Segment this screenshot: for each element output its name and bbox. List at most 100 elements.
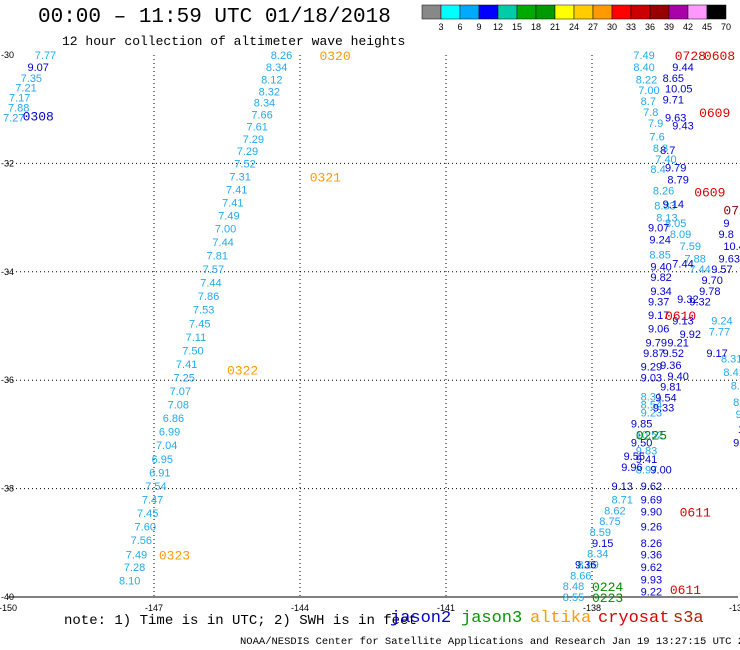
wave-height-label: 9.8 xyxy=(719,229,734,241)
color-scale-label: 27 xyxy=(587,22,599,32)
wave-height-label: 9.81 xyxy=(660,382,681,394)
wave-height-label: 7.54 xyxy=(145,481,166,493)
wave-height-label: 9.62 xyxy=(641,562,662,574)
units-note: note: 1) Time is in UTC; 2) SWH is in fe… xyxy=(64,613,417,629)
wave-height-label: 6.95 xyxy=(152,454,173,466)
wave-height-label: 9.55 xyxy=(624,451,645,463)
wave-height-label: 9.63 xyxy=(719,253,740,265)
wave-height-label: 7.44 xyxy=(689,264,710,276)
wave-height-label: 8.69 xyxy=(577,559,598,571)
wave-height-label: 7.56 xyxy=(131,535,152,547)
wave-height-label: 8.22 xyxy=(636,74,657,86)
y-tick-label: -38 xyxy=(1,484,14,494)
wave-height-label: 9.17 xyxy=(648,310,669,322)
wave-height-label: 8.55 xyxy=(563,592,584,604)
wave-height-label: 7.35 xyxy=(21,73,42,85)
wave-height-label: 8.71 xyxy=(611,494,632,506)
wave-height-label: 7.53 xyxy=(193,305,214,317)
wave-height-label: 7.44 xyxy=(200,278,221,290)
wave-height-label: 7.41 xyxy=(222,197,243,209)
wave-height-label: 9.26 xyxy=(641,522,662,534)
wave-height-label: 9.13 xyxy=(672,316,693,328)
wave-height-label: 7.59 xyxy=(680,241,701,253)
wave-height-label: 9.36 xyxy=(641,550,662,562)
wave-height-label: 9.8 xyxy=(736,409,740,421)
color-scale-label: 18 xyxy=(530,22,542,32)
wave-height-label: 7.61 xyxy=(246,122,267,134)
pass-time-label: 0321 xyxy=(310,170,341,185)
wave-height-label: 9.50 xyxy=(631,438,652,450)
wave-height-label: 9.93 xyxy=(641,575,662,587)
pass-time-label: 0611 xyxy=(670,583,701,598)
wave-height-label: 8.97 xyxy=(636,465,657,477)
color-scale-swatch xyxy=(516,4,537,20)
wave-height-label: 9.79 xyxy=(646,337,667,349)
wave-height-label: 9.70 xyxy=(702,275,723,287)
wave-height-label: 6.91 xyxy=(149,467,170,479)
wave-height-label: 8.85 xyxy=(649,249,670,261)
wave-height-label: 9.40 xyxy=(650,261,671,273)
wave-height-label: 8.10 xyxy=(119,576,140,588)
wave-height-label: 9.71 xyxy=(663,94,684,106)
color-scale-bar xyxy=(421,4,727,20)
wave-height-label: 7.17 xyxy=(9,92,30,104)
wave-height-label: 7.49 xyxy=(633,50,654,62)
wave-height-label: 7.04 xyxy=(156,440,177,452)
y-tick-label: -32 xyxy=(1,158,14,168)
wave-height-label: 9.32 xyxy=(689,297,710,309)
wave-height-label: 9.92 xyxy=(680,329,701,341)
color-scale-swatch xyxy=(592,4,613,20)
wave-height-label: 9.69 xyxy=(641,494,662,506)
wave-height-label: 9.78 xyxy=(699,286,720,298)
pass-time-label: 0323 xyxy=(159,549,190,564)
color-scale-swatch xyxy=(535,4,556,20)
wave-height-label: 8.66 xyxy=(570,570,591,582)
wave-height-label: 7.52 xyxy=(234,158,255,170)
color-scale-swatch xyxy=(630,4,651,20)
wave-height-label: 8.34 xyxy=(254,98,275,110)
wave-height-label: 9.36 xyxy=(660,360,681,372)
wave-height-label: 7.44 xyxy=(212,237,233,249)
color-scale-swatch xyxy=(706,4,727,20)
wave-height-label: 8.7 xyxy=(660,145,675,157)
wave-height-label: 8.62 xyxy=(604,505,625,517)
color-scale-label: 15 xyxy=(511,22,523,32)
wave-height-label: 8.31 xyxy=(721,354,740,366)
pass-time-label: 0727 xyxy=(723,203,740,218)
wave-height-label: 7.00 xyxy=(638,85,659,97)
wave-height-label: 9.63 xyxy=(665,112,686,124)
x-tick-label: -138 xyxy=(583,603,601,613)
wave-height-label: 9.79 xyxy=(665,163,686,175)
wave-height-label: 9.24 xyxy=(649,234,670,246)
wave-height-label: 9.87 xyxy=(643,348,664,360)
wave-height-label: 7.49 xyxy=(218,210,239,222)
color-scale-swatch xyxy=(611,4,632,20)
wave-height-label: 9 xyxy=(723,218,729,230)
color-scale-swatch xyxy=(459,4,480,20)
color-scale-label: 9 xyxy=(476,22,482,32)
wave-height-label: 7.00 xyxy=(215,223,236,235)
pass-time-label: 0728 xyxy=(675,49,706,64)
wave-height-label: 7.81 xyxy=(207,251,228,263)
wave-height-label: 8.31 xyxy=(641,391,662,403)
wave-height-label: 8.33 xyxy=(654,201,675,213)
wave-height-label: 7.11 xyxy=(186,332,207,344)
x-tick-label: -147 xyxy=(145,603,163,613)
wave-height-label: 7.40 xyxy=(655,154,676,166)
wave-height-label: 9.44 xyxy=(672,62,693,74)
y-tick-label: -30 xyxy=(1,50,14,60)
wave-height-label: 7.66 xyxy=(251,110,272,122)
wave-height-label: 9.40 xyxy=(667,371,688,383)
wave-height-label: 10.4 xyxy=(738,424,740,436)
wave-height-label: 10.40 xyxy=(723,241,740,253)
pass-time-label: 0610 xyxy=(665,309,696,324)
wave-height-label: 10.05 xyxy=(665,84,693,96)
wave-height-label: 9.00 xyxy=(650,465,671,477)
wave-height-label: 8.41 xyxy=(723,367,740,379)
pass-time-label: 0224 xyxy=(592,580,623,595)
wave-height-label: 7.8 xyxy=(643,107,658,119)
wave-height-label: 9.34 xyxy=(650,286,671,298)
wave-height-label: 9.82 xyxy=(650,272,671,284)
color-scale-swatch xyxy=(478,4,499,20)
color-scale-label: 30 xyxy=(606,22,618,32)
